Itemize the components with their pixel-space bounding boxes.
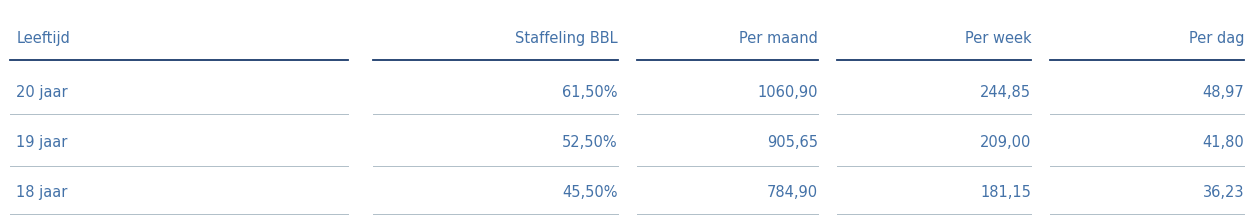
Text: 181,15: 181,15 [980, 185, 1031, 200]
Text: 20 jaar: 20 jaar [16, 85, 68, 100]
Text: 1060,90: 1060,90 [758, 85, 818, 100]
Text: Per maand: Per maand [739, 31, 818, 46]
Text: 19 jaar: 19 jaar [16, 135, 68, 150]
Text: Per dag: Per dag [1189, 31, 1244, 46]
Text: Per week: Per week [965, 31, 1031, 46]
Text: 41,80: 41,80 [1203, 135, 1244, 150]
Text: 61,50%: 61,50% [563, 85, 618, 100]
Text: 45,50%: 45,50% [563, 185, 618, 200]
Text: Staffeling BBL: Staffeling BBL [515, 31, 618, 46]
Text: Leeftijd: Leeftijd [16, 31, 70, 46]
Text: 905,65: 905,65 [767, 135, 818, 150]
Text: 52,50%: 52,50% [563, 135, 618, 150]
Text: 209,00: 209,00 [980, 135, 1031, 150]
Text: 48,97: 48,97 [1203, 85, 1244, 100]
Text: 784,90: 784,90 [767, 185, 818, 200]
Text: 18 jaar: 18 jaar [16, 185, 68, 200]
Text: 244,85: 244,85 [980, 85, 1031, 100]
Text: 36,23: 36,23 [1203, 185, 1244, 200]
